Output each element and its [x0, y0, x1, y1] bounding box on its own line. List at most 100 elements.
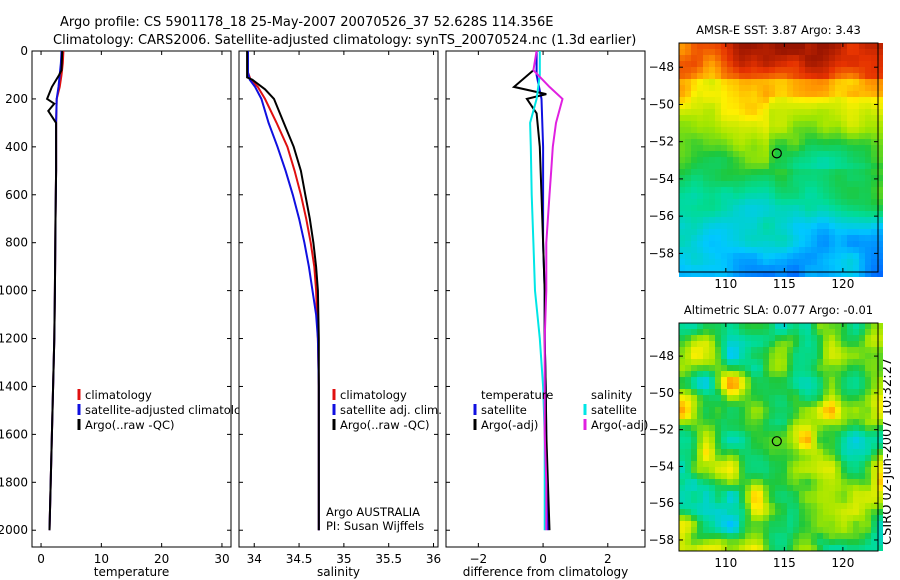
heatmap-cell: [739, 485, 745, 491]
heatmap-cell: [841, 127, 847, 133]
heatmap-cell: [829, 479, 835, 485]
heatmap-cell: [721, 377, 727, 383]
heatmap-cell: [781, 187, 787, 193]
heatmap-cell: [847, 55, 853, 61]
heatmap-cell: [697, 401, 703, 407]
heatmap-cell: [745, 115, 751, 121]
heatmap-cell: [745, 163, 751, 169]
heatmap-cell: [709, 503, 715, 509]
heatmap-cell: [781, 491, 787, 497]
heatmap-cell: [841, 187, 847, 193]
heatmap-cell: [721, 413, 727, 419]
heatmap-cell: [871, 235, 877, 241]
heatmap-cell: [823, 437, 829, 443]
heatmap-cell: [739, 205, 745, 211]
heatmap-cell: [709, 241, 715, 247]
heatmap-cell: [871, 455, 877, 461]
heatmap-cell: [703, 449, 709, 455]
heatmap-cell: [769, 449, 775, 455]
heatmap-cell: [847, 163, 853, 169]
heatmap-cell: [697, 389, 703, 395]
heatmap-cell: [847, 181, 853, 187]
heatmap-cell: [793, 467, 799, 473]
heatmap-cell: [697, 85, 703, 91]
heatmap-cell: [847, 109, 853, 115]
heatmap-cell: [853, 389, 859, 395]
heatmap-cell: [877, 253, 883, 259]
heatmap-cell: [691, 437, 697, 443]
heatmap-cell: [715, 425, 721, 431]
heatmap-cell: [763, 407, 769, 413]
heatmap-cell: [691, 497, 697, 503]
heatmap-cell: [727, 235, 733, 241]
heatmap-cell: [769, 491, 775, 497]
heatmap-cell: [727, 491, 733, 497]
heatmap-cell: [685, 109, 691, 115]
heatmap-cell: [823, 485, 829, 491]
heatmap-cell: [817, 521, 823, 527]
heatmap-cell: [823, 169, 829, 175]
heatmap-cell: [703, 169, 709, 175]
heatmap-cell: [799, 521, 805, 527]
heatmap-cell: [853, 329, 859, 335]
heatmap-cell: [823, 223, 829, 229]
heatmap-cell: [703, 341, 709, 347]
heatmap-cell: [865, 43, 871, 49]
heatmap-cell: [703, 407, 709, 413]
heatmap-cell: [709, 365, 715, 371]
heatmap-cell: [781, 377, 787, 383]
heatmap-cell: [847, 217, 853, 223]
heatmap-cell: [733, 491, 739, 497]
heatmap-cell: [865, 247, 871, 253]
heatmap-cell: [811, 43, 817, 49]
heatmap-cell: [841, 371, 847, 377]
x-axis-label: difference from climatology: [463, 565, 629, 579]
heatmap-cell: [835, 497, 841, 503]
heatmap-cell: [703, 175, 709, 181]
heatmap-cell: [739, 449, 745, 455]
heatmap-cell: [823, 323, 829, 329]
heatmap-cell: [733, 235, 739, 241]
heatmap-cell: [757, 205, 763, 211]
heatmap-cell: [745, 241, 751, 247]
heatmap-cell: [757, 485, 763, 491]
heatmap-cell: [835, 401, 841, 407]
heatmap-cell: [781, 335, 787, 341]
heatmap-cell: [787, 383, 793, 389]
heatmap-cell: [817, 85, 823, 91]
heatmap-cell: [865, 497, 871, 503]
heatmap-cell: [859, 365, 865, 371]
heatmap-cell: [739, 389, 745, 395]
heatmap-cell: [727, 55, 733, 61]
heatmap-cell: [697, 265, 703, 271]
heatmap-cell: [733, 449, 739, 455]
heatmap-cell: [847, 61, 853, 67]
heatmap-cell: [751, 377, 757, 383]
series-line: [246, 51, 320, 531]
heatmap-cell: [865, 133, 871, 139]
heatmap-cell: [733, 545, 739, 551]
heatmap-cell: [769, 515, 775, 521]
heatmap-cell: [877, 533, 883, 539]
heatmap-cell: [745, 259, 751, 265]
heatmap-cell: [721, 145, 727, 151]
heatmap-cell: [871, 407, 877, 413]
heatmap-cell: [751, 419, 757, 425]
heatmap-cell: [799, 485, 805, 491]
heatmap-cell: [715, 449, 721, 455]
heatmap-cell: [829, 377, 835, 383]
heatmap-cell: [685, 127, 691, 133]
heatmap-cell: [709, 145, 715, 151]
heatmap-cell: [823, 187, 829, 193]
heatmap-cell: [763, 497, 769, 503]
heatmap-cell: [685, 79, 691, 85]
heatmap-cell: [685, 49, 691, 55]
heatmap-cell: [799, 425, 805, 431]
heatmap-cell: [775, 55, 781, 61]
heatmap-cell: [757, 545, 763, 551]
heatmap-cell: [817, 485, 823, 491]
heatmap-cell: [811, 395, 817, 401]
heatmap-cell: [715, 533, 721, 539]
heatmap-cell: [715, 545, 721, 551]
heatmap-cell: [853, 205, 859, 211]
